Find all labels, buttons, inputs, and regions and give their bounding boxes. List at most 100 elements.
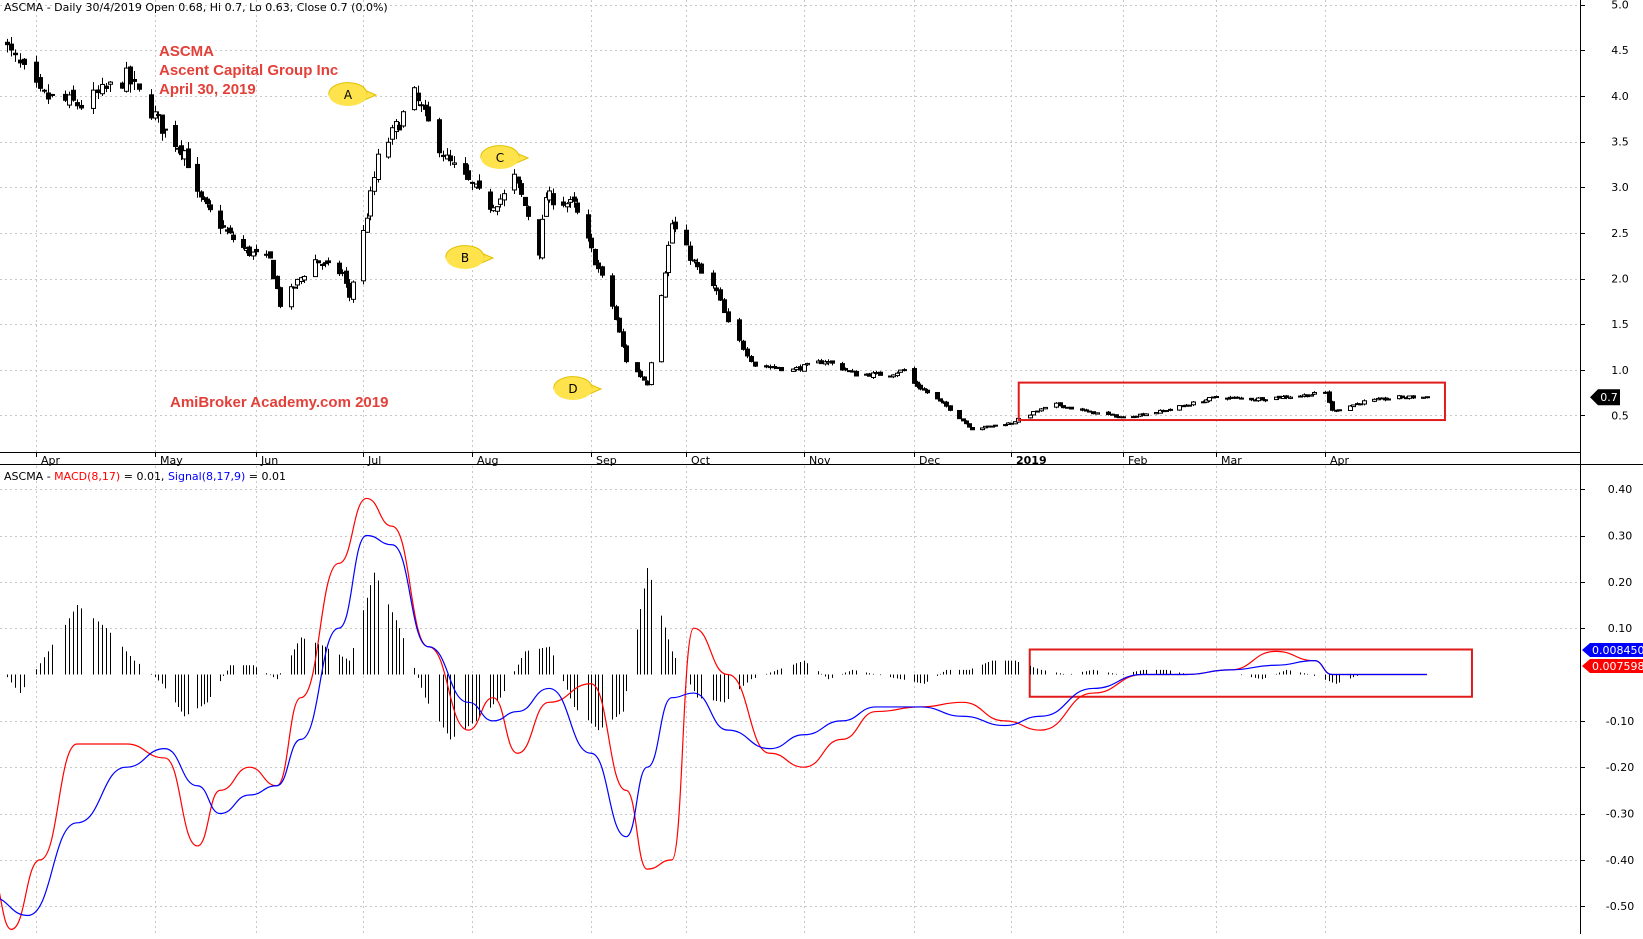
candle-body [401,111,406,127]
candle-body [544,197,549,217]
candle-body [1013,421,1018,425]
candle-body [63,93,68,101]
candle-body [1091,411,1096,415]
signal-line [0,534,1427,917]
candle-body [768,366,773,369]
price-y-tick-label: 5.0 [1611,0,1629,12]
candle-body [323,262,328,265]
candle-body [1351,404,1356,408]
candle-body [498,198,503,205]
candle-body [737,319,742,341]
candle-body [1065,406,1070,409]
candle-body [621,331,626,347]
candle-body [684,229,689,246]
candle-body [915,381,920,387]
candle-body [1260,397,1265,401]
candle-body [495,206,500,212]
candle-body [137,83,142,90]
candle-body [718,289,723,301]
candle-body [745,348,750,357]
candle-body [365,217,370,233]
x-tick-label-sep: Sep [596,454,617,467]
marker-a: A [328,82,378,106]
candle-body [961,418,966,422]
x-tick-label-nov: Nov [809,454,831,467]
candle-body [361,229,366,282]
candle-body [247,246,252,257]
candle-body [42,89,47,92]
annotation-company: Ascent Capital Group Inc [159,62,339,79]
candle-body [993,424,998,427]
candle-body [1054,402,1059,408]
candle-body [1177,405,1182,411]
macd-y-tick-label: -0.30 [1606,808,1634,821]
candle-body [289,286,294,308]
marker-c: C [480,145,530,169]
candle-body [699,263,704,274]
candle-body [516,176,521,184]
candle-body [551,193,556,206]
macd-y-tick-label: 0.20 [1608,576,1633,589]
candle-body [617,317,622,333]
macd-consolidation-box [1028,648,1473,698]
candles-group [5,36,1430,431]
candle-body [1411,395,1416,399]
price-y-tick-label: 1.0 [1611,364,1629,377]
candle-body [967,423,972,428]
candle-body [840,363,845,371]
candle-body [1337,409,1342,412]
candle-body [794,367,799,371]
candle-body [104,85,109,89]
candle-body [1035,410,1040,413]
candle-body [275,275,280,290]
candle-body [390,127,395,140]
candle-body [663,272,668,298]
candle-body [295,278,300,286]
price-y-tick-label: 3.5 [1611,136,1629,149]
candle-body [1106,411,1111,416]
candle-body [572,196,577,202]
candle-body [292,286,297,289]
price-y-tick-label: 1.5 [1611,318,1629,331]
candle-body [779,366,784,372]
last-price-tag-text: 0.7 [1600,391,1618,404]
candle-body [34,61,39,83]
price-y-tick-label: 3.0 [1611,181,1629,194]
macd-y-tick-label: -0.40 [1606,854,1634,867]
candle-body [205,198,210,205]
macd-y-tick-label: 0.30 [1608,530,1633,543]
candle-body [986,425,991,428]
candle-body [1043,406,1048,410]
candle-body [722,299,727,314]
candle-body [278,287,283,307]
candle-body [1134,415,1139,418]
candle-body [488,191,493,210]
price-y-tick-label: 4.5 [1611,44,1629,57]
candle-body [526,206,531,217]
candle-body [452,162,457,165]
x-tick-label-jul: Jul [367,454,381,467]
candle-body [124,67,129,92]
x-tick-label-apr: Apr [41,454,61,467]
candle-body [638,370,643,378]
marker-bubble-body [329,84,367,106]
candle-body [596,262,601,270]
candle-body [386,141,391,158]
candle-body [463,163,468,175]
candle-body [316,260,321,264]
candle-body [132,78,137,82]
x-tick-label-aug: Aug [477,454,498,467]
candle-body [437,119,442,154]
candle-body [1312,391,1317,395]
macd-label: MACD(8,17) [54,470,121,483]
candle-body [376,153,381,181]
candle-body [649,362,654,386]
candle-body [1362,400,1367,405]
candle-body [561,201,566,206]
candle-body [802,364,807,372]
x-tick-label-may: May [160,454,183,467]
candle-body [575,202,580,213]
candle-body [208,204,213,211]
candle-body [519,183,524,195]
